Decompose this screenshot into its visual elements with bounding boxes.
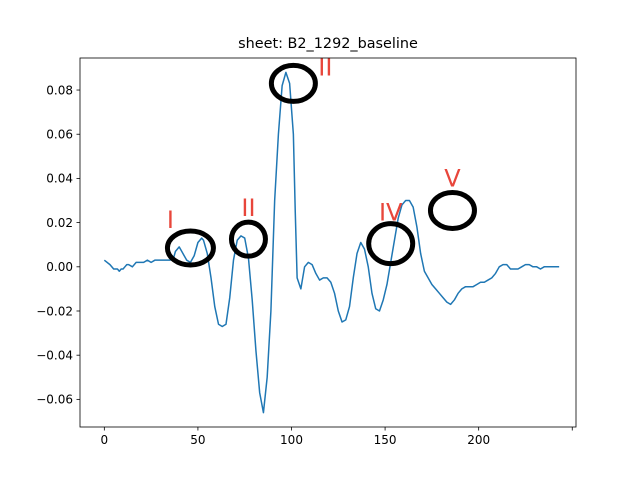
y-tick-label: 0.00 [46, 260, 73, 274]
y-tick-label: 0.06 [46, 128, 73, 142]
y-tick-label: 0.02 [46, 216, 73, 230]
annotation-circle [268, 62, 318, 104]
x-tick-label: 200 [467, 433, 490, 447]
x-tick-label: 100 [280, 433, 303, 447]
annotation-circle [427, 189, 477, 231]
annotation-label: V [444, 164, 461, 192]
annotation-label: IV [379, 199, 403, 227]
axes-frame [79, 57, 577, 428]
annotation-circle [228, 219, 268, 259]
x-axis: 0 50 100 150 200 [101, 427, 573, 447]
annotation-label: I [167, 206, 174, 234]
y-axis: −0.06 −0.04 −0.02 0.00 0.02 0.04 0.06 0.08 [36, 83, 80, 407]
x-tick-label: 0 [101, 433, 109, 447]
annotation-circle [164, 228, 216, 268]
annotation-label: II [241, 194, 255, 222]
y-tick-label: 0.08 [46, 83, 73, 97]
y-tick-label: −0.04 [36, 348, 73, 362]
x-tick-label: 50 [190, 433, 205, 447]
y-tick-label: −0.02 [36, 304, 73, 318]
annotation-label: II [318, 53, 332, 81]
x-tick-label: 150 [374, 433, 397, 447]
y-tick-label: 0.04 [46, 172, 73, 186]
y-tick-label: −0.06 [36, 393, 73, 407]
annotation-circle [366, 221, 416, 267]
chart-title: sheet: B2_1292_baseline [238, 36, 418, 52]
